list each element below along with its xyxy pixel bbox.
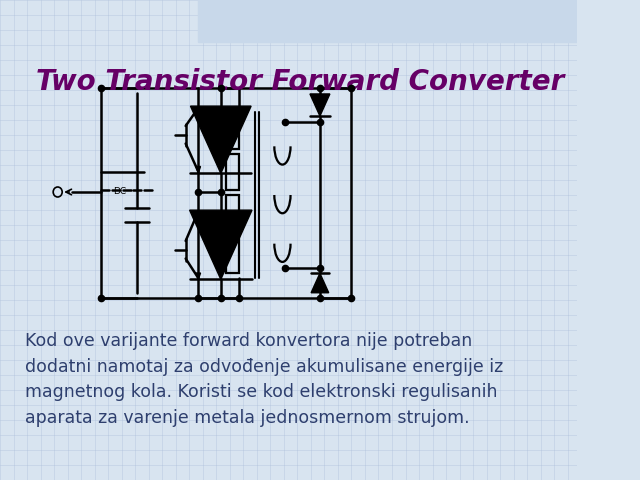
- Polygon shape: [191, 106, 251, 173]
- Polygon shape: [310, 94, 330, 116]
- Text: Two Transistor Forward Converter: Two Transistor Forward Converter: [36, 68, 564, 96]
- Text: DC: DC: [113, 188, 127, 196]
- Bar: [226, 154, 239, 190]
- Polygon shape: [196, 167, 200, 173]
- Bar: [226, 195, 239, 231]
- Text: Kod ove varijante forward konvertora nije potreban
dodatni namotaj za odvođenje : Kod ove varijante forward konvertora nij…: [25, 332, 504, 427]
- Polygon shape: [189, 210, 252, 279]
- Bar: [226, 237, 239, 273]
- Polygon shape: [196, 273, 200, 279]
- Polygon shape: [311, 273, 329, 293]
- Bar: [198, 0, 577, 42]
- Bar: [226, 112, 239, 148]
